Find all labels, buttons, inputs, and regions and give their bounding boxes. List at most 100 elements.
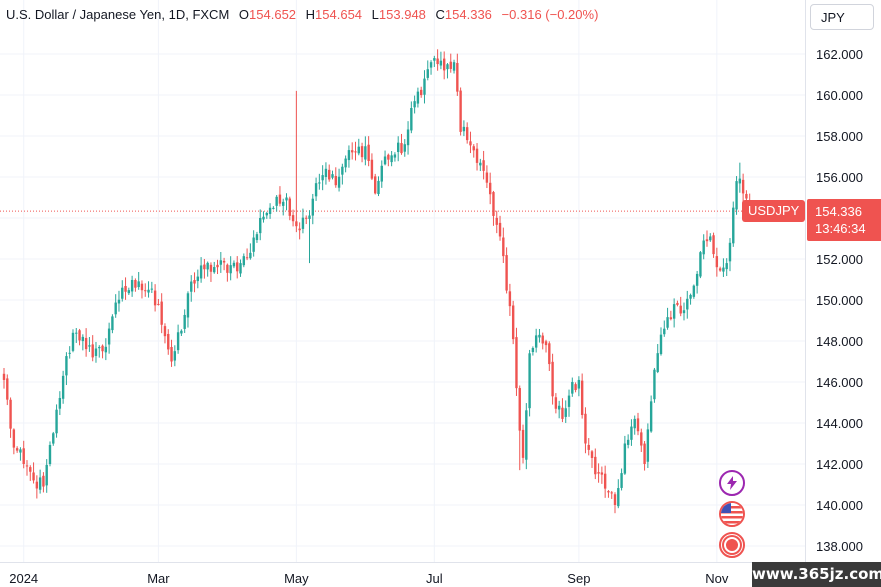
- candle-body: [676, 302, 679, 305]
- candle-body: [682, 310, 686, 314]
- candle-body: [738, 178, 742, 184]
- candle: [620, 468, 623, 491]
- low-label: L: [371, 7, 379, 22]
- lightning-icon[interactable]: [719, 470, 745, 496]
- candle: [288, 196, 291, 221]
- candle-body: [232, 262, 236, 267]
- candle: [459, 87, 462, 136]
- candle: [245, 248, 249, 261]
- y-tick-label: 138.000: [816, 539, 863, 554]
- candle-body: [12, 429, 16, 448]
- x-tick-label: Jul: [426, 571, 443, 586]
- candle: [574, 382, 577, 393]
- candle: [603, 465, 607, 498]
- candle-body: [521, 429, 525, 458]
- candle: [65, 352, 68, 386]
- candle-body: [406, 129, 410, 146]
- candle: [167, 329, 170, 355]
- candle-body: [144, 290, 147, 292]
- candle: [170, 339, 173, 367]
- candle-body: [360, 146, 364, 158]
- candle: [528, 349, 531, 417]
- candle: [495, 210, 498, 234]
- candle: [508, 283, 512, 316]
- candle: [347, 145, 351, 168]
- candle-body: [127, 290, 131, 294]
- candle: [666, 307, 669, 330]
- candle: [84, 328, 88, 357]
- candle: [548, 341, 551, 372]
- candle-body: [35, 481, 39, 489]
- candle-body: [137, 281, 140, 288]
- candle: [525, 403, 528, 470]
- open-label: O: [238, 7, 250, 22]
- us-flag-icon[interactable]: [719, 501, 745, 527]
- candle: [663, 320, 666, 337]
- candle: [393, 152, 397, 162]
- candle-body: [199, 265, 203, 279]
- candle-body: [341, 166, 344, 175]
- candle: [364, 136, 367, 166]
- candle-body: [653, 369, 656, 400]
- candle: [275, 195, 278, 212]
- candle: [78, 328, 81, 346]
- candle: [686, 290, 689, 319]
- candle-body: [351, 150, 354, 153]
- candle: [482, 150, 485, 180]
- candle: [594, 448, 597, 480]
- currency-button[interactable]: JPY: [810, 4, 874, 30]
- record-icon[interactable]: [719, 532, 745, 558]
- candle-body: [42, 475, 45, 487]
- candle-body: [465, 127, 469, 141]
- candle-body: [249, 252, 252, 259]
- candle-body: [479, 162, 482, 166]
- candle: [367, 136, 370, 167]
- candle-body: [9, 399, 12, 429]
- candle-body: [88, 345, 91, 347]
- candle-body: [610, 492, 613, 494]
- y-tick-label: 162.000: [816, 47, 863, 62]
- candle: [68, 346, 71, 359]
- candle-body: [584, 413, 587, 444]
- candle-body: [498, 222, 502, 237]
- candle-body: [183, 314, 186, 329]
- candle: [600, 466, 604, 484]
- candle: [633, 415, 636, 435]
- candle-body: [370, 159, 374, 179]
- candle: [101, 344, 104, 359]
- candle-body: [393, 154, 397, 158]
- candle: [564, 400, 567, 423]
- candle: [222, 257, 226, 271]
- candle: [144, 283, 147, 297]
- candle: [196, 269, 200, 289]
- candle: [134, 278, 137, 292]
- candle-body: [180, 330, 183, 334]
- candle: [590, 450, 594, 468]
- candle: [561, 398, 564, 423]
- candle: [157, 299, 160, 306]
- candle-body: [213, 267, 216, 273]
- candle: [465, 122, 469, 144]
- candle-body: [626, 439, 630, 445]
- candle-body: [65, 356, 68, 376]
- candle-body: [603, 473, 607, 489]
- candle: [209, 262, 213, 282]
- candle: [291, 209, 295, 227]
- candle: [38, 469, 42, 494]
- change-value: −0.316 (−0.20%): [501, 7, 599, 22]
- candle: [607, 490, 610, 498]
- candle: [311, 193, 314, 225]
- candle-body: [594, 456, 597, 475]
- candle-body: [515, 337, 518, 389]
- candle: [462, 120, 466, 137]
- candle-body: [318, 182, 321, 184]
- candle: [584, 407, 587, 454]
- candle-body: [367, 144, 370, 161]
- countdown-timer: 13:46:34: [815, 221, 866, 236]
- candle: [9, 397, 12, 438]
- candle: [669, 310, 673, 321]
- candle: [354, 141, 357, 161]
- candle-body: [709, 236, 712, 241]
- candle-body: [278, 194, 282, 204]
